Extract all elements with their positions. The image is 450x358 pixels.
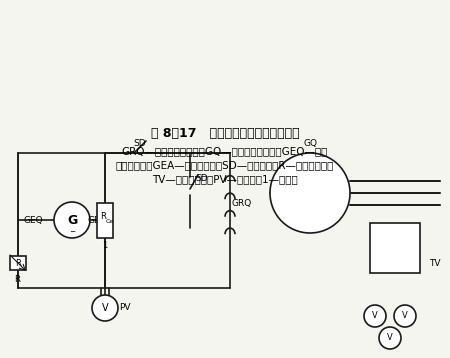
Circle shape	[394, 305, 416, 327]
Text: V: V	[102, 303, 108, 313]
Text: R: R	[15, 258, 21, 267]
Text: _: _	[70, 223, 74, 232]
Text: GEA: GEA	[88, 216, 106, 224]
Text: G: G	[67, 213, 77, 227]
Bar	[370, 223, 420, 273]
Text: V: V	[402, 311, 408, 320]
Circle shape	[364, 305, 386, 327]
Circle shape	[92, 295, 118, 321]
Text: R: R	[100, 212, 106, 221]
Circle shape	[270, 153, 350, 233]
Text: 1: 1	[103, 241, 108, 250]
Text: SD: SD	[134, 139, 146, 147]
Bar	[10, 256, 26, 270]
Text: SD: SD	[196, 174, 208, 183]
Text: 图 8－17   发电机空载特性试验接线图: 图 8－17 发电机空载特性试验接线图	[151, 126, 299, 140]
Text: GRQ: GRQ	[232, 198, 252, 208]
Circle shape	[54, 202, 90, 238]
Text: 机励磁绕组；GEA—励磁机电枢；SD—灭磁开关；R—磁场变阻器；: 机励磁绕组；GEA—励磁机电枢；SD—灭磁开关；R—磁场变阻器；	[116, 160, 334, 170]
Text: Ce: Ce	[106, 219, 114, 224]
Text: GQ: GQ	[303, 139, 317, 147]
Text: R: R	[14, 276, 20, 285]
Circle shape	[379, 327, 401, 349]
Text: V: V	[387, 334, 393, 343]
Text: TV—电压互感器；PV—毫伏表；1—分流器: TV—电压互感器；PV—毫伏表；1—分流器	[152, 174, 298, 184]
Text: GEQ: GEQ	[23, 216, 43, 224]
Text: GRQ—发电机转子绕组；GQ—发电机定子绕组；GEQ—励磁: GRQ—发电机转子绕组；GQ—发电机定子绕组；GEQ—励磁	[122, 146, 328, 156]
Text: V: V	[372, 311, 378, 320]
Bar	[97, 203, 113, 238]
Text: TV: TV	[429, 258, 441, 267]
Text: PV: PV	[119, 304, 131, 313]
